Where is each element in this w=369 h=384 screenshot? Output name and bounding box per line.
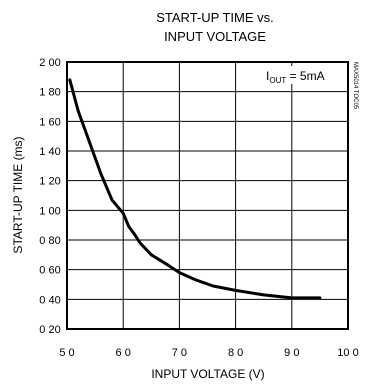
y-tick-label: 1 60 — [39, 116, 60, 128]
y-tick-label: 0 80 — [39, 235, 60, 247]
x-tick-labels: 5 0 6 0 7 0 8 0 9 0 10 0 — [59, 347, 358, 359]
y-tick-label: 0 60 — [39, 265, 60, 277]
x-tick-label: 7 0 — [172, 347, 187, 359]
x-tick-label: 8 0 — [228, 347, 243, 359]
gridlines — [67, 62, 348, 329]
x-tick-label: 5 0 — [59, 347, 74, 359]
x-tick-label: 10 0 — [337, 347, 358, 359]
curve-layer — [68, 78, 322, 300]
annotation-iout: IOUT = 5mA — [266, 69, 325, 85]
plot-frame — [66, 61, 349, 330]
x-axis-title: INPUT VOLTAGE (V) — [151, 367, 264, 381]
x-tick-label: 6 0 — [116, 347, 131, 359]
y-tick-label: 2 00 — [39, 57, 60, 69]
chart-title-line1: START-UP TIME vs. — [156, 10, 274, 25]
y-tick-label: 1 00 — [39, 205, 60, 217]
start-up-time-curve — [68, 78, 322, 300]
y-tick-labels: 0 20 0 40 0 60 0 80 1 00 1 20 1 40 1 60 1 80 2 00 — [39, 57, 60, 336]
side-code: MAX5014 TOC05 — [352, 62, 358, 110]
y-tick-label: 1 80 — [39, 87, 60, 99]
x-tick-label: 9 0 — [284, 347, 299, 359]
chart-title-line2: INPUT VOLTAGE — [164, 29, 266, 44]
y-tick-label: 1 20 — [39, 176, 60, 188]
y-axis-title: START-UP TIME (ms) — [11, 136, 25, 253]
y-tick-label: 0 20 — [39, 324, 60, 336]
y-tick-label: 1 40 — [39, 146, 60, 158]
annotation-background — [262, 66, 340, 84]
y-tick-label: 0 40 — [39, 294, 60, 306]
